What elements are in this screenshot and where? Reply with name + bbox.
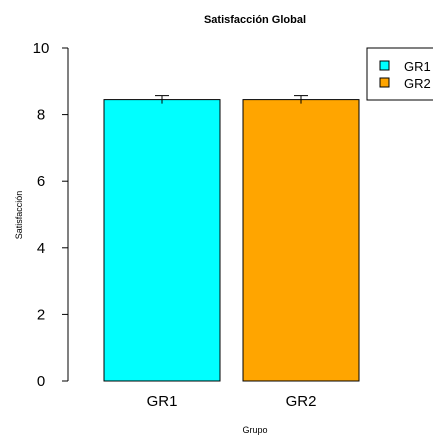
y-axis-label: Satisfacción	[14, 191, 24, 240]
bar-gr1	[103, 99, 221, 382]
y-tick-label: 4	[37, 240, 45, 257]
chart-title: Satisfacción Global	[204, 14, 306, 26]
error-bars	[155, 95, 308, 104]
x-axis-label: Grupo	[242, 425, 267, 435]
legend-box	[366, 47, 433, 101]
y-tick-label: 8	[37, 107, 45, 124]
category-labels: GR1 GR2	[147, 393, 317, 410]
y-ticks: 0 2 4 6 8 10	[33, 40, 68, 390]
legend-swatch-gr1	[379, 60, 390, 71]
bar-gr2	[242, 99, 360, 382]
legend-label-gr1: GR1	[404, 59, 431, 74]
y-tick-label: 6	[37, 173, 45, 190]
y-tick-label: 10	[33, 40, 50, 57]
legend-label-gr2: GR2	[404, 76, 431, 91]
y-tick-label: 2	[37, 306, 45, 323]
category-label: GR2	[286, 393, 317, 410]
bars	[103, 99, 360, 382]
category-label: GR1	[147, 393, 178, 410]
legend-swatch-gr2	[379, 77, 390, 88]
legend: GR1 GR2	[366, 47, 433, 101]
y-tick-label: 0	[37, 373, 45, 390]
